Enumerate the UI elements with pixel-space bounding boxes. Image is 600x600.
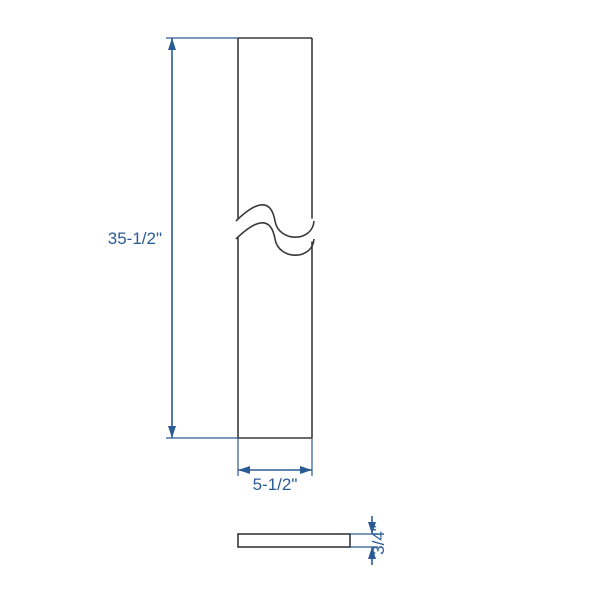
thickness-dimension-label: 3/4" (369, 525, 388, 555)
side-view (238, 534, 350, 547)
height-dimension-label: 35-1/2" (108, 229, 162, 248)
width-dimension-label: 5-1/2" (253, 475, 298, 494)
